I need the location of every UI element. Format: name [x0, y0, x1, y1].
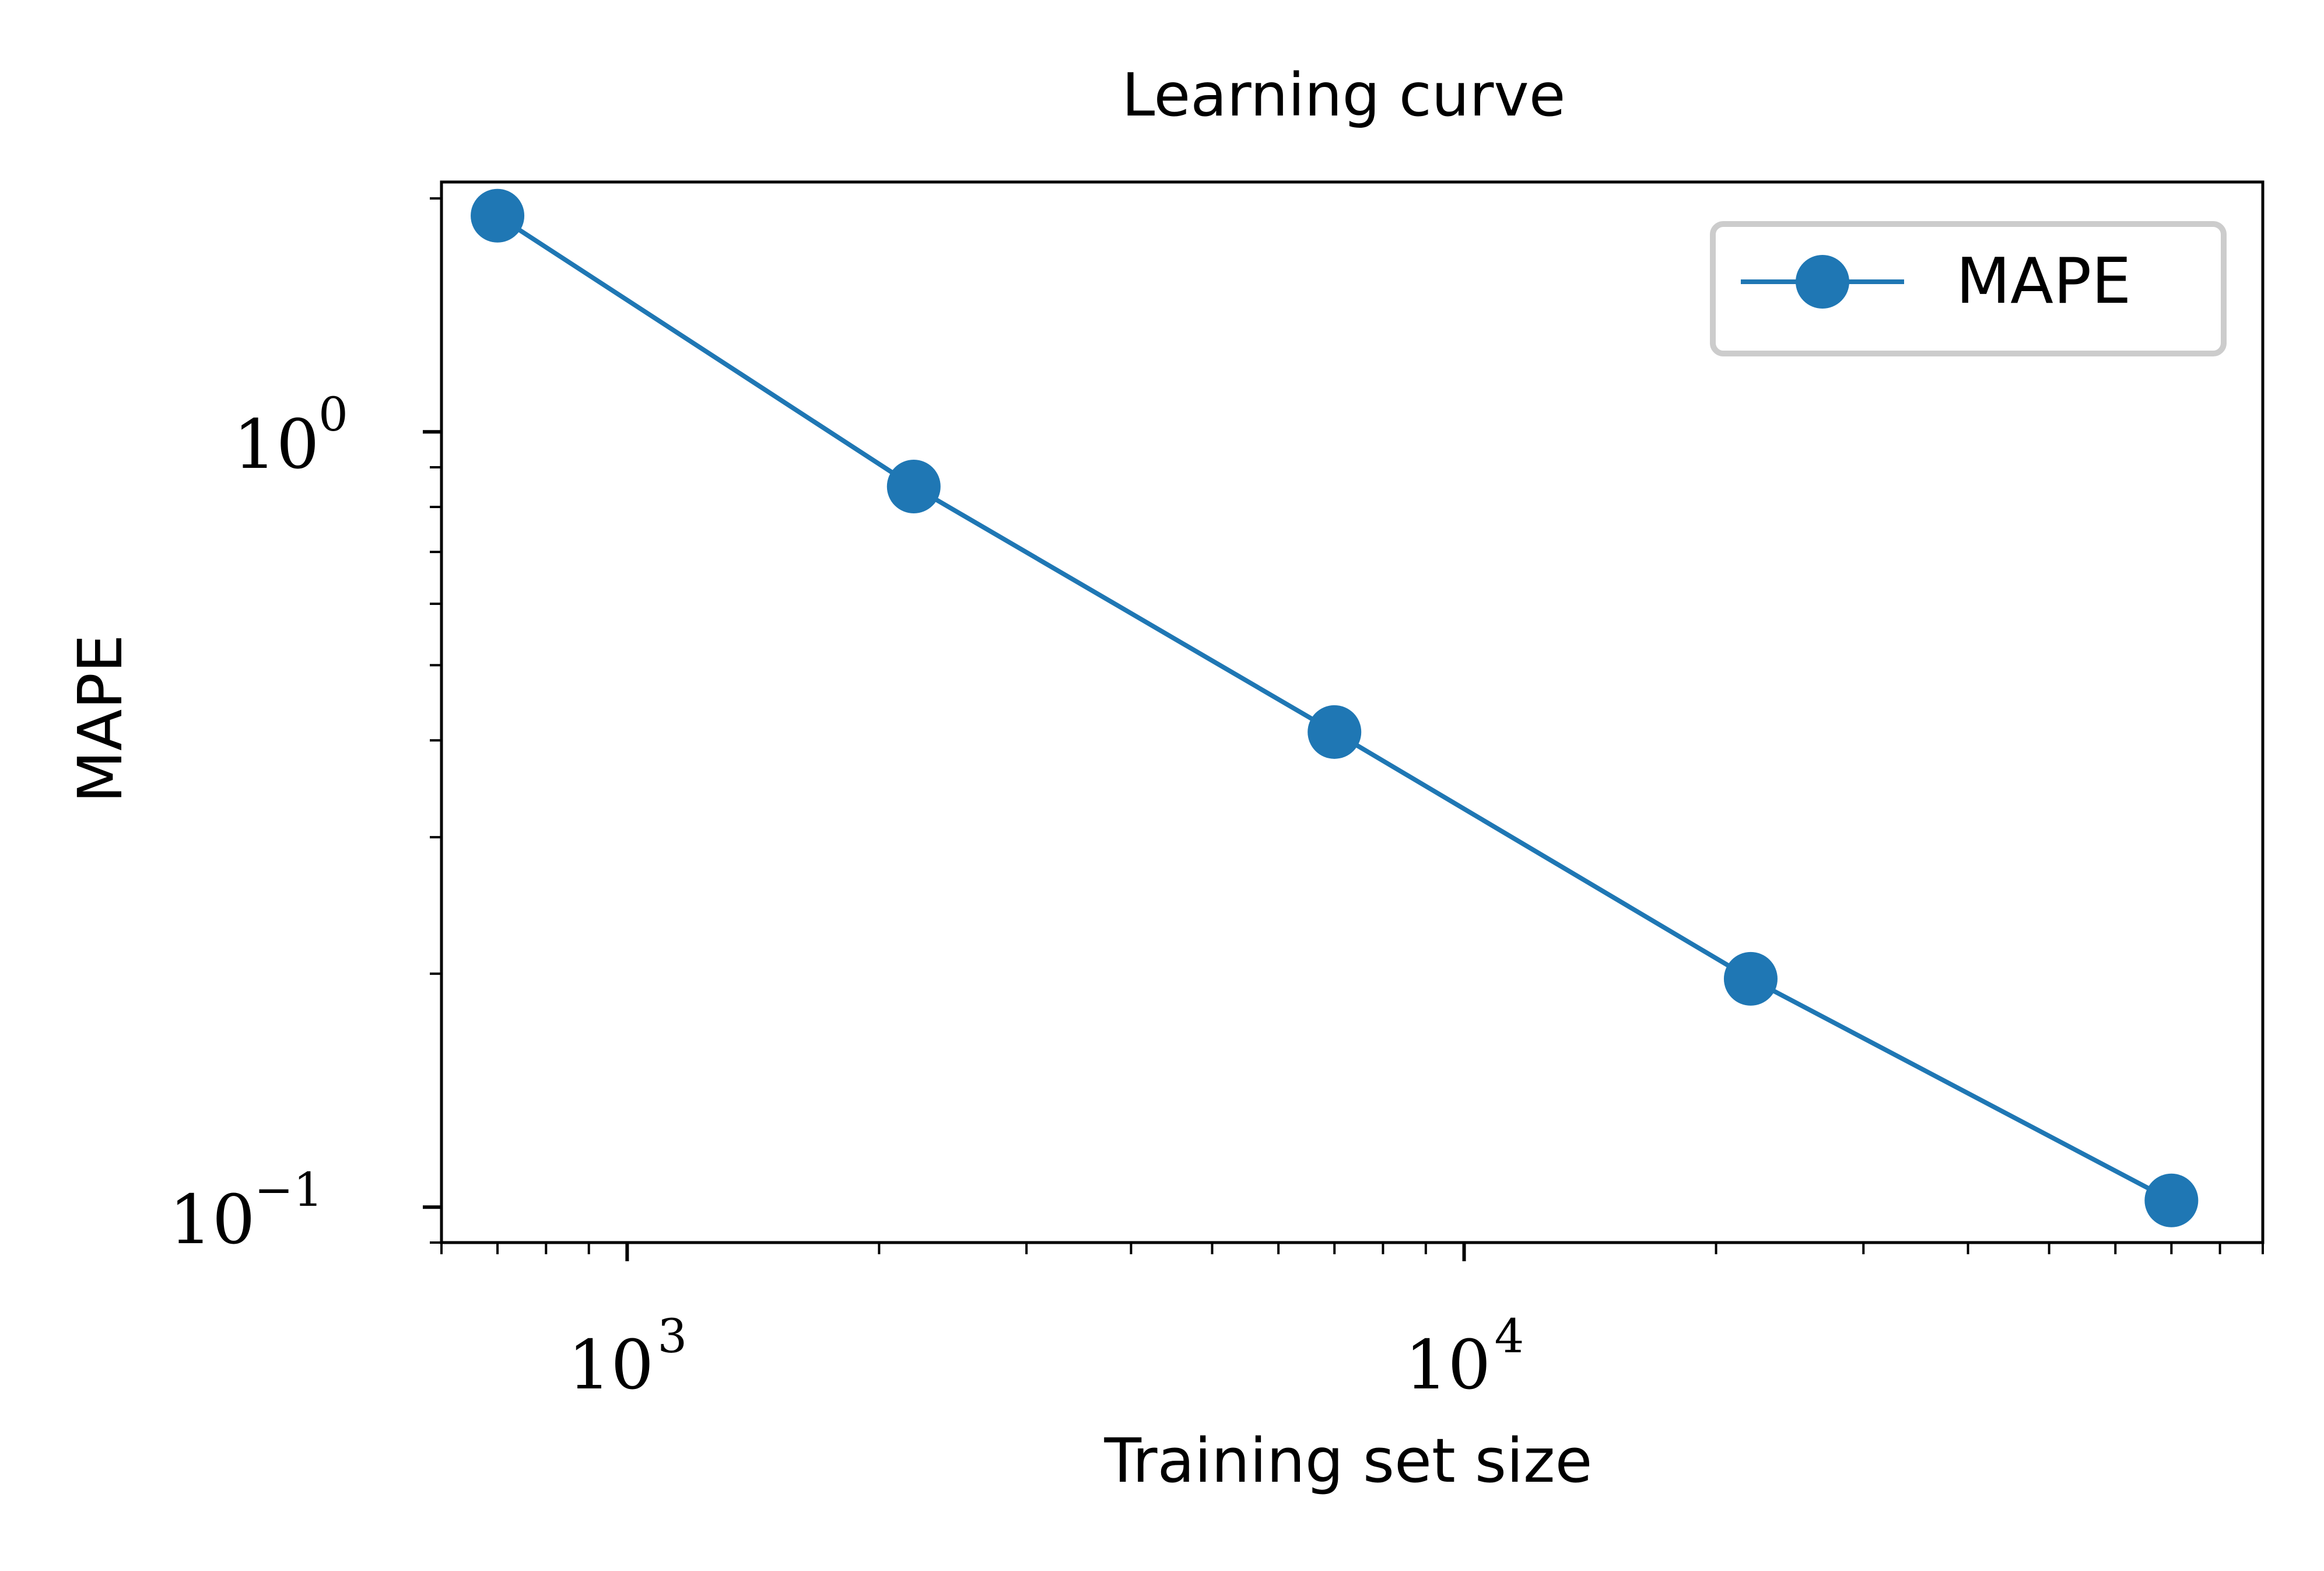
plot-frame [440, 180, 2265, 1244]
legend-label: MAPE [1956, 245, 2131, 318]
legend-marker [1796, 255, 1849, 309]
y-tick-exponent: 0 [318, 387, 348, 442]
x-tick-label: 10 [1405, 1326, 1491, 1405]
legend-box [1710, 221, 2227, 356]
data-point [1723, 951, 1778, 1006]
y-tick-label: 10 [169, 1181, 255, 1259]
data-point [471, 188, 525, 243]
y-axis-label: MAPE [65, 634, 136, 803]
data-point [886, 460, 941, 514]
x-tick-exponent: 3 [657, 1309, 687, 1363]
x-tick-label: 10 [568, 1326, 654, 1405]
x-tick-exponent: 4 [1495, 1309, 1524, 1363]
series-layer [471, 188, 2199, 1227]
chart-title: Learning curve [1121, 61, 1565, 130]
x-axis: 10 3 10 4 [440, 1243, 2264, 1405]
data-point [2144, 1173, 2199, 1227]
y-tick-exponent: −1 [254, 1163, 323, 1217]
data-point [1308, 705, 1362, 759]
y-tick-label: 10 [233, 405, 320, 484]
legend: MAPE [1710, 221, 2227, 356]
x-axis-label: Training set size [1103, 1425, 1592, 1496]
